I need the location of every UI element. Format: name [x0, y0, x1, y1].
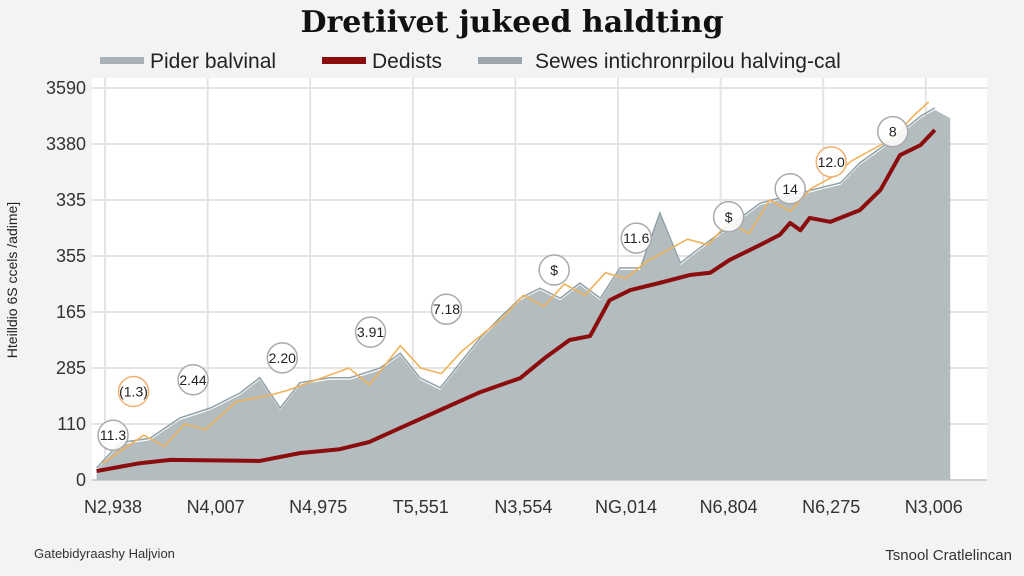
annotation-label: 7.18 [433, 301, 460, 317]
legend-label-2: Sewes intichronrpilou halving-cal [535, 50, 841, 73]
annotation-marker [354, 316, 387, 348]
annotation: 14 [774, 173, 806, 205]
annotation-label: 2.44 [179, 372, 206, 388]
y-tick-label: 0 [76, 470, 86, 490]
series-marks [92, 101, 987, 481]
legend-label-0: Pider balvinal [150, 50, 276, 73]
annotation: $ [712, 201, 745, 233]
footer-right: Tsnool Cratlelincan [885, 547, 1012, 564]
annotation: (1.3) [117, 375, 150, 408]
x-axis-ticks: N2,938 N4,007 N4,975 T5,551 N3,554 NG,014 N6,8… [84, 497, 963, 517]
y-tick-label: 110 [57, 414, 86, 434]
legend-label-1: Dedists [372, 50, 442, 73]
annotation-marker [177, 364, 209, 396]
x-tick-label: N2,938 [84, 497, 142, 517]
y-axis-label: Hteilldio 6S ccels /adime] [4, 202, 20, 358]
annotation: 12.0 [815, 146, 847, 178]
y-tick-label: 355 [56, 246, 86, 266]
x-tick-label: T5,551 [393, 497, 449, 517]
x-tick-label: N6,275 [802, 497, 860, 517]
annotation-label: 2.20 [269, 350, 296, 366]
annotation-label: $ [725, 209, 733, 225]
legend-swatch-0 [100, 57, 144, 64]
legend-swatch-1 [322, 57, 366, 64]
annotation-label: 14 [782, 181, 798, 197]
annotation-marker [266, 342, 299, 374]
x-tick-label: N4,975 [289, 497, 347, 517]
annotation-label: 3.91 [357, 324, 384, 340]
annotation-marker [538, 254, 570, 286]
annotation: $ [538, 254, 570, 286]
annotation-label: $ [550, 262, 558, 278]
x-tick-label: N3,554 [494, 497, 552, 517]
annotation: 11.3 [97, 419, 129, 451]
y-tick-label: 3380 [46, 134, 86, 154]
annotation-marker [815, 146, 847, 178]
annotation-marker [712, 201, 745, 233]
annotation: 7.18 [430, 293, 463, 325]
y-tick-label: 335 [56, 190, 86, 210]
x-tick-label: N3,006 [905, 497, 963, 517]
y-tick-label: 165 [56, 302, 86, 322]
annotation-label: 11.3 [100, 427, 126, 443]
y-tick-label: 3590 [46, 78, 86, 98]
chart-title: Dretiivet jukeed haldting [300, 5, 723, 40]
legend-swatch-2 [478, 57, 522, 64]
annotation: 8 [877, 115, 909, 148]
annotation-marker [877, 115, 909, 148]
annotation-label: (1.3) [119, 384, 148, 400]
x-tick-label: N6,804 [700, 497, 758, 517]
y-axis-ticks: 0 110 285 165 355 335 3380 3590 [46, 78, 86, 490]
annotation-marker [774, 173, 806, 205]
annotation: 11.6 [620, 222, 653, 254]
annotation: 2.20 [266, 342, 299, 374]
annotation-marker [620, 222, 653, 254]
annotation: 3.91 [354, 316, 387, 348]
legend: Pider balvinal Dedists Sewes intichronrp… [100, 50, 841, 73]
series-line-dedists [96, 128, 937, 474]
annotation: 2.44 [177, 364, 209, 396]
annotation-marker [117, 375, 150, 408]
annotation-marker [97, 419, 129, 451]
x-tick-label: NG,014 [595, 497, 657, 517]
x-tick-label: N4,007 [187, 497, 245, 517]
annotation-label: 8 [889, 124, 897, 140]
footer-left: Gatebidyraashy Haljvion [34, 546, 175, 561]
annotation-marker [430, 293, 463, 325]
series-area-pider-balvinal [96, 109, 951, 480]
y-tick-label: 285 [56, 358, 86, 378]
annotation-label: 11.6 [623, 230, 649, 246]
annotation-label: 12.0 [818, 154, 845, 170]
annotations: 11.3 (1.3) 2.44 2.20 3.91 7.18 $11.6 $14 12.0 8 [97, 115, 909, 451]
